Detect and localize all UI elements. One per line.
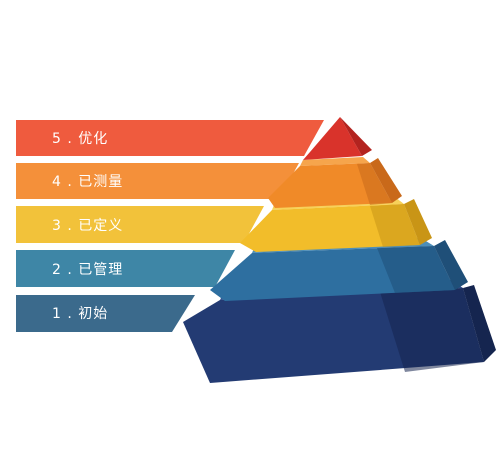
level-band-3-shape (16, 206, 264, 243)
pyramid-layer-4 (268, 157, 402, 208)
pyramid (183, 117, 496, 383)
pyramid-layer-5-front (303, 117, 362, 160)
pyramid-layer-3 (240, 197, 432, 252)
pyramid-layer-1-side (463, 285, 496, 362)
pyramid-layer-2-shade (377, 246, 455, 293)
level-band-3: 3 . 已定义 (16, 206, 264, 243)
level-1-label: 1 . 初始 (52, 305, 108, 322)
level-band-2-shape (16, 250, 235, 287)
pyramid-layer-3-shade (370, 204, 420, 247)
pyramid-layer-5-side (340, 117, 372, 156)
level-band-1: 1 . 初始 (16, 295, 195, 332)
pyramid-layer-2-side (434, 240, 468, 290)
level-2-label: 2 . 已管理 (52, 262, 123, 278)
level-band-4: 4 . 已测量 (16, 163, 299, 199)
level-band-2: 2 . 已管理 (16, 250, 235, 287)
level-band-5: 5 . 优化 (16, 120, 324, 156)
level-5-label: 5 . 优化 (52, 131, 108, 147)
level-band-5-shape (16, 120, 324, 156)
label-bands: 5 . 优化 4 . 已测量 3 . 已定义 2 . 已管理 1 . 初始 (16, 120, 324, 332)
level-band-1-shape (16, 295, 195, 332)
pyramid-layer-4-shade (357, 163, 392, 205)
level-band-4-shape (16, 163, 299, 199)
level-4-label: 4 . 已测量 (52, 174, 123, 190)
level-3-label: 3 . 已定义 (52, 218, 123, 234)
pyramid-layer-1-shade (380, 288, 484, 372)
pyramid-layer-4-side (370, 158, 402, 203)
pyramid-layer-3-side (404, 199, 432, 245)
pyramid-layer-5 (303, 117, 372, 160)
